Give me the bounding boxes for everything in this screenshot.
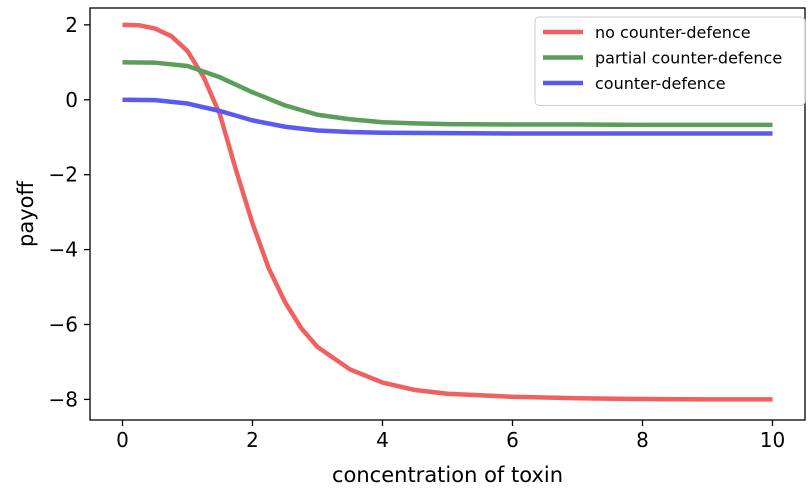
series-line-no-counter-defence — [122, 22, 773, 402]
y-axis: 2 0 −2 −4 −6 −8 — [49, 13, 90, 411]
series-line-partial-counter-defence — [122, 60, 773, 128]
y-tick-label: −4 — [49, 238, 78, 262]
legend: no counter-defence partial counter-defenc… — [534, 16, 806, 106]
x-tick-label: 0 — [116, 428, 129, 452]
legend-label: partial counter-defence — [595, 49, 782, 68]
y-tick-label: −8 — [49, 387, 78, 411]
x-tick-label: 8 — [636, 428, 649, 452]
series-layer — [122, 22, 773, 402]
plot-frame — [89, 7, 806, 421]
series-line-counter-defence — [122, 97, 773, 136]
y-tick-label: −2 — [49, 163, 78, 187]
legend-label: no counter-defence — [595, 23, 751, 42]
y-axis-label: payoff — [14, 181, 38, 247]
x-tick-label: 6 — [506, 428, 519, 452]
y-tick-label: 0 — [65, 88, 78, 112]
x-tick-label: 4 — [376, 428, 389, 452]
y-tick-label: −6 — [49, 312, 78, 336]
x-tick-label: 2 — [246, 428, 259, 452]
x-tick-label: 10 — [760, 428, 785, 452]
legend-label: counter-defence — [595, 74, 726, 93]
x-axis: 0 2 4 6 8 10 — [116, 420, 785, 452]
x-axis-label: concentration of toxin — [332, 463, 563, 487]
legend-box — [534, 16, 806, 106]
y-tick-label: 2 — [65, 13, 78, 37]
